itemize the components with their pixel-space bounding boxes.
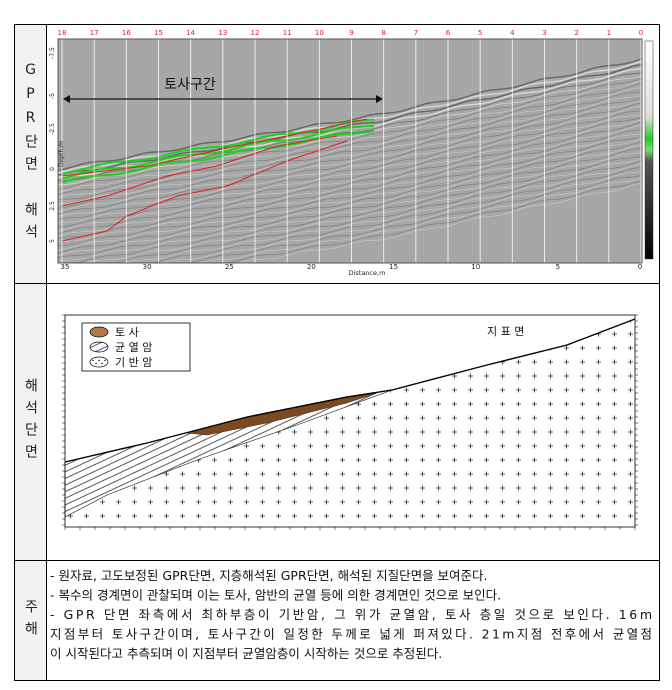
notes-cell: - 원자료, 고도보정된 GPR단면, 지층해석된 GPR단면, 해석된 지질단…	[46, 560, 660, 681]
legend-dot	[95, 362, 97, 364]
surface-label: 지 표 면	[487, 325, 524, 338]
marker-label: 2	[574, 29, 578, 37]
depth-tick: 5	[49, 238, 56, 242]
note-line: - 복수의 경계면이 관찰되며 이는 토사, 암반의 균열 등에 의한 경계면인…	[50, 587, 501, 602]
marker-label: 17	[90, 29, 99, 37]
legend-dot	[101, 362, 103, 364]
marker-label: 14	[186, 29, 195, 37]
distance-tick: 10	[471, 263, 480, 271]
distance-tick: 25	[225, 263, 234, 271]
marker-label: 7	[414, 29, 418, 37]
marker-label: 13	[218, 29, 227, 37]
legend-icon	[89, 326, 109, 337]
marker-label: 16	[122, 29, 131, 37]
depth-tick: -2.5	[49, 122, 56, 134]
horizon-green	[61, 129, 375, 183]
row-label: 주해	[22, 598, 39, 643]
annotation: 토사구간	[164, 77, 216, 93]
distance-tick: 5	[556, 263, 560, 271]
label-cell: 해석단면	[14, 283, 47, 561]
marker-label: 1	[607, 29, 611, 37]
row-label: 해석단면	[22, 378, 39, 466]
note-line: 이 시작된다고 추측되며 이 지점부터 균열암층이 시작하는 것으로 추정된다.	[50, 646, 442, 661]
depth-tick: 2.5	[49, 201, 56, 211]
legend-icon	[89, 341, 109, 352]
marker-label: 6	[446, 29, 451, 37]
ground-surface	[64, 317, 636, 463]
distance-tick: 30	[143, 263, 152, 271]
gpr-cell: 18 17 16 15 14 13 12 11 10 9 8 7 6 5 4 3 2 1 0 35 30 25 20 15 10…	[46, 24, 660, 284]
horizon-red	[61, 118, 368, 176]
legend-dot	[98, 359, 100, 361]
y-axis-label: Depth,m	[58, 140, 65, 166]
marker-label: 18	[58, 29, 67, 37]
marker-label: 12	[251, 29, 260, 37]
marker-label: 0	[639, 29, 643, 37]
label-cell: GPR단면 해석	[14, 24, 47, 284]
legend-icon	[89, 356, 109, 367]
document-table: GPR단면 해석 18 17 16 15 14 13 12 11 10 9 8 7 6 5 4 3 2 1 0 35 3…	[14, 24, 660, 681]
label-cell: 주해	[14, 560, 47, 681]
marker-label: 3	[542, 29, 546, 37]
distance-tick: 0	[638, 263, 642, 271]
distance-tick: 15	[389, 263, 398, 271]
distance-tick: 20	[307, 263, 316, 271]
notes: - 원자료, 고도보정된 GPR단면, 지층해석된 GPR단면, 해석된 지질단…	[50, 568, 652, 661]
colorbar	[644, 40, 654, 259]
horizon-green	[61, 118, 375, 175]
marker-label: 10	[315, 29, 324, 37]
depth-tick: 0	[49, 166, 56, 170]
legend-label: 기 반 암	[115, 356, 152, 369]
gpr-image: 18 17 16 15 14 13 12 11 10 9 8 7 6 5 4 3 2 1 035 30 25 20 15 10…	[49, 29, 654, 277]
depth-tick: -7.5	[49, 46, 56, 58]
note-line: - 원자료, 고도보정된 GPR단면, 지층해석된 GPR단면, 해석된 지질단…	[50, 568, 488, 583]
legend-label: 토 사	[115, 326, 139, 339]
bedrock	[65, 318, 635, 527]
legend-dot	[104, 359, 106, 361]
section-image: 토 사균 열 암기 반 암 지 표 면	[62, 314, 638, 530]
note-line: 지점부터 토사구간이며, 토사구간이 일정한 두께로 넓게 퍼져있다. 21m지…	[50, 626, 652, 641]
marker-label: 4	[510, 29, 515, 37]
row-label: GPR단면 해석	[22, 62, 39, 246]
marker-label: 11	[283, 29, 292, 37]
plot-frame	[57, 38, 643, 263]
marker-label: 15	[154, 29, 163, 37]
depth-tick: -5	[49, 92, 56, 98]
marker-label: 5	[478, 29, 482, 37]
marker-label: 9	[349, 29, 353, 37]
note-line: - GPR 단면 좌측에서 최하부층이 기반암, 그 위가 균열암, 토사 층일…	[50, 607, 652, 622]
marker-label: 8	[381, 29, 385, 37]
legend-label: 균 열 암	[115, 341, 152, 354]
x-axis-label: Distance,m	[349, 269, 386, 277]
distance-tick: 35	[61, 263, 70, 271]
horizon-green	[61, 124, 375, 180]
legend-dot	[92, 359, 94, 361]
